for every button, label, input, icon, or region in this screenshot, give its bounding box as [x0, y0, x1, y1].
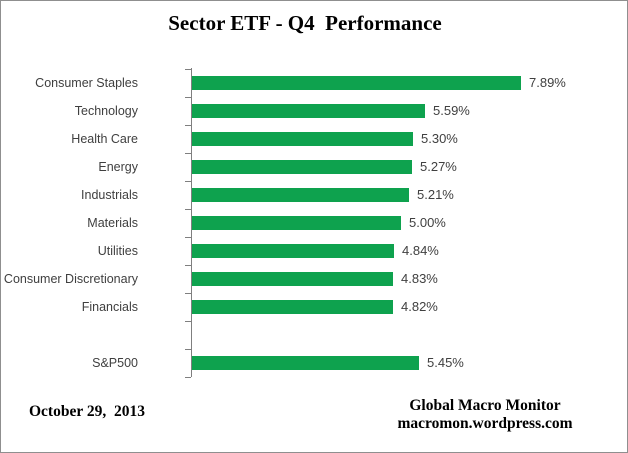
category-label: S&P500 — [92, 356, 138, 370]
value-label: 5.59% — [433, 103, 470, 118]
attribution-source-url: macromon.wordpress.com — [397, 415, 573, 432]
axis-tick — [185, 125, 191, 126]
axis-tick — [185, 377, 191, 378]
category-label: Consumer Staples — [35, 76, 138, 90]
bar — [192, 188, 409, 202]
category-label: Technology — [74, 104, 138, 118]
axis-tick — [185, 321, 191, 322]
axis-tick — [185, 293, 191, 294]
axis-tick — [185, 209, 191, 210]
category-label: Financials — [81, 300, 138, 314]
chart-title: Sector ETF - Q4 Performance — [168, 11, 442, 35]
value-label: 5.00% — [409, 215, 446, 230]
axis-tick — [185, 349, 191, 350]
axis-tick — [185, 153, 191, 154]
bar — [192, 244, 394, 258]
bar — [192, 104, 425, 118]
category-label: Industrials — [81, 188, 138, 202]
category-label: Energy — [98, 160, 138, 174]
value-label: 5.27% — [420, 159, 457, 174]
axis-tick — [185, 181, 191, 182]
axis-tick — [185, 237, 191, 238]
category-label: Health Care — [71, 132, 138, 146]
value-label: 4.83% — [401, 271, 438, 286]
bar — [192, 300, 393, 314]
axis-tick — [185, 97, 191, 98]
attribution-block: Global Macro Monitor macromon.wordpress.… — [385, 397, 585, 433]
bar — [192, 272, 393, 286]
category-label: Utilities — [97, 244, 138, 258]
axis-tick — [185, 265, 191, 266]
value-label: 4.82% — [401, 299, 438, 314]
value-label: 5.21% — [417, 187, 454, 202]
bar — [192, 76, 521, 90]
bar — [192, 356, 419, 370]
value-label: 7.89% — [529, 75, 566, 90]
bar — [192, 160, 412, 174]
axis-tick — [185, 69, 191, 70]
date-label: October 29, 2013 — [29, 403, 145, 420]
y-axis-line — [191, 68, 192, 377]
bar — [192, 216, 401, 230]
category-label: Materials — [87, 216, 138, 230]
bar — [192, 132, 413, 146]
value-label: 5.30% — [421, 131, 458, 146]
category-label: Consumer Discretionary — [3, 272, 138, 286]
attribution-source-name: Global Macro Monitor — [409, 397, 561, 414]
value-label: 5.45% — [427, 355, 464, 370]
value-label: 4.84% — [402, 243, 439, 258]
